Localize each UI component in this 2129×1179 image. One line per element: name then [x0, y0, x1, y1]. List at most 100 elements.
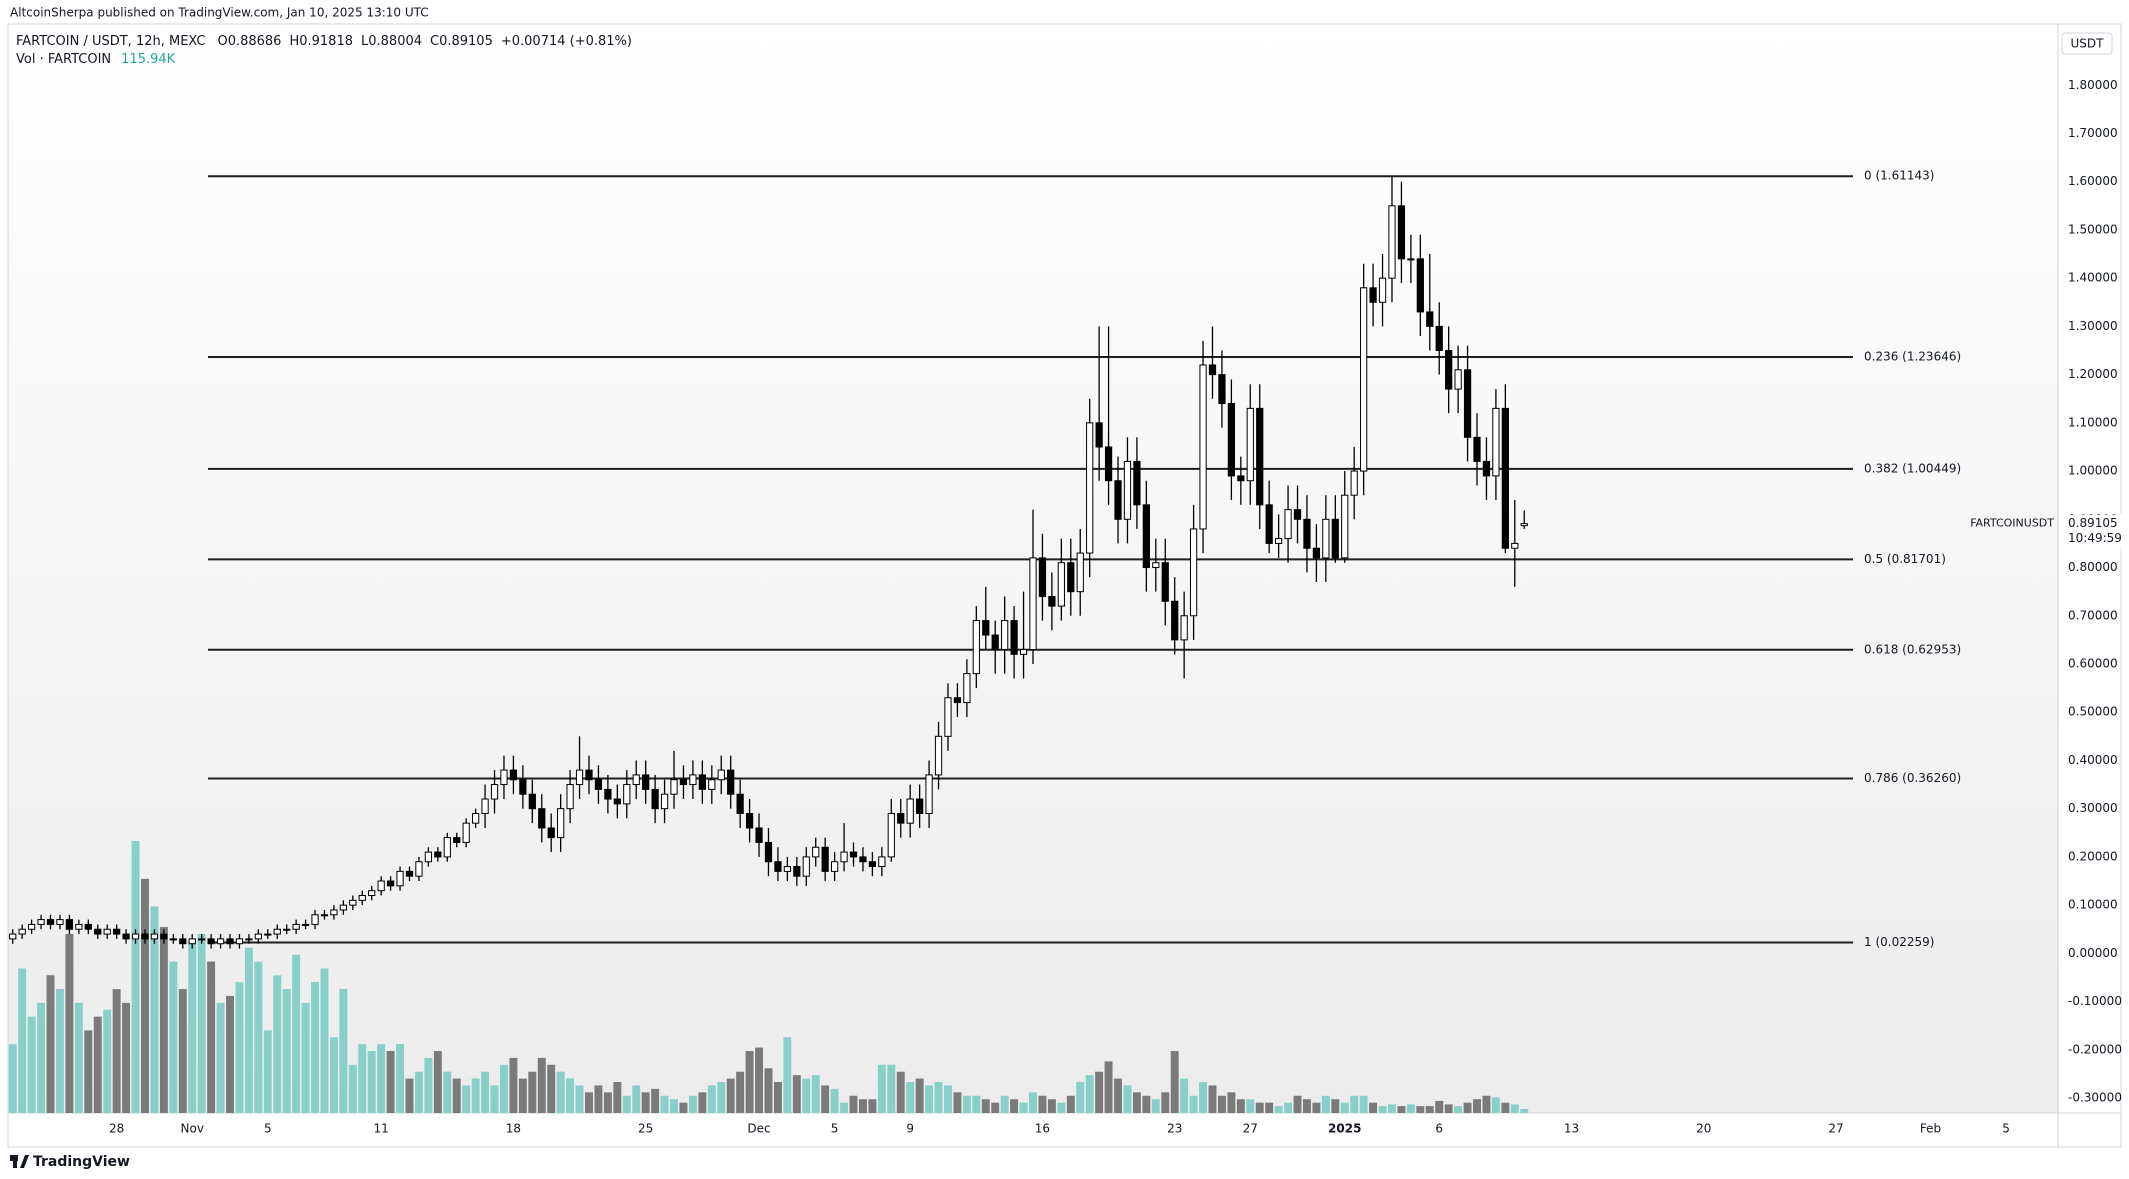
- change: +0.00714 (+0.81%): [501, 34, 632, 49]
- volume-bar: [235, 982, 244, 1113]
- volume-bar: [424, 1057, 433, 1113]
- candle-body: [1104, 446, 1113, 482]
- volume-bar: [651, 1088, 660, 1113]
- volume-bar: [1463, 1102, 1472, 1113]
- candle-body: [509, 769, 518, 781]
- x-tick-label: 11: [374, 1122, 389, 1136]
- candle-body: [982, 620, 990, 636]
- candle-body: [1369, 287, 1377, 303]
- volume-bar: [141, 878, 149, 1113]
- candle-body: [1114, 480, 1122, 520]
- volume-bar: [169, 961, 178, 1113]
- volume-bar: [367, 1051, 376, 1113]
- volume-bar: [55, 989, 64, 1113]
- volume-bar: [159, 927, 168, 1113]
- volume-bar: [528, 1071, 537, 1113]
- candle-body: [198, 938, 206, 941]
- fib-label: 0 (1.61143): [1864, 169, 1934, 183]
- candle-body: [1218, 374, 1226, 405]
- candle-body: [1473, 436, 1481, 462]
- candle-body: [519, 779, 527, 795]
- volume-bar: [103, 1009, 112, 1113]
- y-tick-label: 1.10000: [2068, 415, 2118, 429]
- candle-body: [46, 919, 55, 925]
- volume-bar: [1057, 1102, 1066, 1113]
- volume-bar: [301, 1002, 310, 1113]
- volume-bar: [1444, 1104, 1453, 1113]
- candle-body: [745, 813, 754, 829]
- candle-body: [1341, 494, 1349, 559]
- volume-bar: [821, 1085, 830, 1113]
- candle-body: [207, 938, 215, 945]
- volume-bar: [490, 1085, 499, 1113]
- candle-body: [1445, 350, 1453, 390]
- volume-bar: [792, 1075, 801, 1113]
- candle-body: [1350, 470, 1358, 496]
- volume-bar: [462, 1085, 471, 1113]
- candle-body: [1095, 422, 1103, 448]
- volume-bar: [688, 1095, 697, 1113]
- volume-bar: [1284, 1102, 1293, 1113]
- open-value: 0.88686: [228, 34, 282, 49]
- volume-bar: [433, 1051, 442, 1113]
- candle-body: [1275, 538, 1283, 544]
- y-tick-label: 1.80000: [2068, 78, 2118, 92]
- candle-body: [1303, 518, 1311, 549]
- y-tick-label: 1.40000: [2068, 271, 2118, 285]
- volume-bar: [1170, 1051, 1179, 1113]
- candle-body: [925, 774, 933, 815]
- volume-bar: [764, 1068, 773, 1113]
- candle-body: [972, 620, 980, 675]
- candle-body: [916, 798, 924, 815]
- candle-body: [953, 697, 962, 704]
- volume-bar: [74, 1002, 83, 1113]
- candle-body: [1454, 369, 1462, 390]
- chart-frame: [7, 23, 2122, 1148]
- volume-bar: [84, 1030, 93, 1113]
- candle-body: [812, 846, 820, 858]
- x-tick-label: 25: [638, 1122, 653, 1136]
- candle-body: [830, 861, 839, 872]
- volume-bar: [906, 1082, 915, 1113]
- candle-body: [405, 870, 414, 877]
- volume-bar: [1123, 1085, 1132, 1113]
- volume-value: 115.94K: [121, 52, 175, 67]
- y-tick-label: 0.20000: [2068, 849, 2118, 863]
- fib-label: 0.382 (1.00449): [1864, 461, 1961, 475]
- volume-bar: [1047, 1099, 1056, 1113]
- candle-body: [1067, 562, 1075, 593]
- plot-layer: 0 (1.61143) 0.236 (1.23646) 0.382 (1.00449…: [8, 169, 1961, 1113]
- volume-bar: [1199, 1082, 1208, 1113]
- volume-bar: [1340, 1102, 1349, 1113]
- candle-body: [1208, 364, 1217, 376]
- candle-body: [1048, 595, 1056, 607]
- candle-body: [330, 909, 338, 916]
- volume-bar: [887, 1064, 896, 1113]
- volume-bar: [1076, 1082, 1085, 1113]
- candle-body: [689, 774, 697, 786]
- brand: TradingView: [33, 1154, 130, 1170]
- candle-body: [585, 769, 593, 781]
- candle-body: [679, 779, 688, 786]
- candle-body: [632, 774, 640, 786]
- x-tick-label: 5: [831, 1122, 839, 1136]
- volume-bar: [991, 1102, 1000, 1113]
- x-tick-label: 5: [264, 1122, 272, 1136]
- volume-bar: [547, 1064, 556, 1113]
- candle-body: [1142, 504, 1150, 569]
- candle-body: [887, 813, 895, 858]
- volume-bar: [188, 940, 197, 1113]
- candle-body: [481, 798, 489, 815]
- candle-body: [528, 793, 536, 810]
- candle-body: [490, 784, 499, 800]
- y-tick-label: -0.30000: [2068, 1091, 2122, 1105]
- volume-bar: [216, 1002, 225, 1113]
- fib-label: 0.5 (0.81701): [1864, 552, 1946, 566]
- candle-body: [141, 933, 149, 940]
- volume-bar: [386, 1051, 395, 1113]
- currency-box[interactable]: [2061, 32, 2113, 55]
- volume-bar: [679, 1102, 688, 1113]
- volume-bar: [1501, 1102, 1510, 1113]
- y-tick-label: 0.40000: [2068, 753, 2118, 767]
- candle-body: [56, 919, 64, 925]
